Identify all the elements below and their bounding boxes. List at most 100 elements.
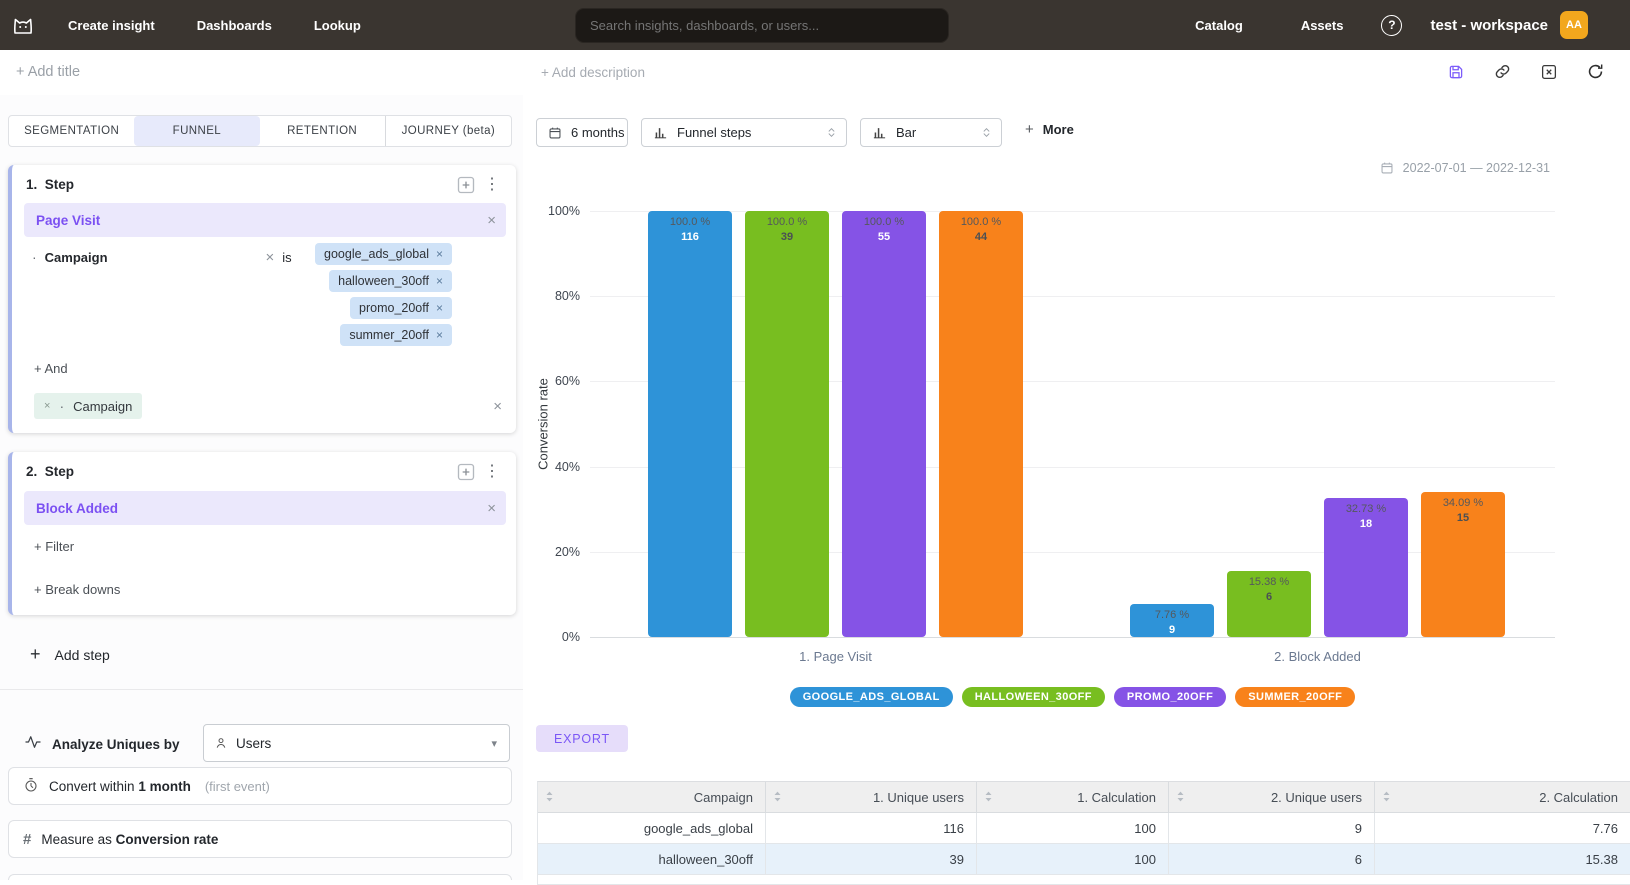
remove-breakdown-icon[interactable]: × — [44, 399, 51, 412]
add-filter-button[interactable]: + Filter — [34, 539, 75, 554]
filter-value-chip[interactable]: halloween_30off × — [329, 270, 452, 292]
tab-retention[interactable]: RETENTION — [287, 125, 358, 137]
legend-item-summer_20off[interactable]: SUMMER_20OFF — [1235, 687, 1356, 707]
select-chevrons-icon — [980, 126, 993, 139]
breakdown-chip[interactable]: × · Campaign — [34, 393, 143, 419]
sort-icon[interactable] — [545, 790, 554, 803]
date-range-button[interactable]: 6 months — [536, 118, 628, 147]
step-2-menu-icon[interactable]: ⋮ — [484, 463, 500, 480]
refresh-icon[interactable] — [1586, 62, 1605, 81]
bar-promo_20off-1[interactable]: 100.0 % 55 — [842, 211, 926, 637]
secondary-nav: Catalog Assets — [1195, 18, 1343, 33]
filter-value-chip[interactable]: google_ads_global × — [315, 243, 452, 265]
sort-icon[interactable] — [1382, 790, 1391, 803]
nav-item-create-insight[interactable]: Create insight — [68, 17, 155, 33]
nav-item-assets[interactable]: Assets — [1300, 17, 1344, 33]
table-row[interactable]: halloween_30off 39 100 6 15.38 — [538, 844, 1630, 875]
measure-as-setting[interactable]: # Measure as Conversion rate — [8, 820, 512, 858]
breakdown-row: × · Campaign × — [34, 393, 502, 419]
timer-icon — [23, 777, 39, 796]
convert-within-setting[interactable]: Convert within 1 month (first event) — [8, 767, 512, 805]
bar-summer_20off-2[interactable]: 34.09 % 15 — [1421, 492, 1505, 637]
close-box-icon[interactable] — [1540, 63, 1558, 81]
column-header-1-unique-users: 1. Unique users — [766, 782, 977, 812]
bar-halloween_30off-2[interactable]: 15.38 % 6 — [1227, 571, 1311, 637]
filter-property[interactable]: Campaign — [44, 249, 108, 265]
bar-promo_20off-2[interactable]: 32.73 % 18 — [1324, 498, 1408, 637]
funnel-bar-chart: Conversion rate 100% 80% 60% 40% 20% 0% 100.0 … — [523, 185, 1630, 725]
remove-breakdown-row-icon[interactable]: × — [493, 397, 502, 415]
remove-chip-icon[interactable]: × — [435, 274, 443, 288]
chart-type-select[interactable]: Bar — [860, 118, 1002, 147]
column-header-1-calculation: 1. Calculation — [977, 782, 1169, 812]
filter-value-chip[interactable]: summer_20off × — [340, 324, 452, 346]
column-header-2-calculation: 2. Calculation — [1375, 782, 1630, 812]
remove-filter-icon[interactable]: × — [265, 248, 275, 266]
nav-item-lookup[interactable]: Lookup — [313, 17, 361, 33]
table-cell: 116 — [766, 813, 977, 843]
add-step-button[interactable]: + Add step — [30, 644, 110, 664]
add-breakdowns-button[interactable]: + Break downs — [34, 582, 121, 597]
plus-icon: + — [1025, 121, 1034, 138]
nav-item-dashboards[interactable]: Dashboards — [196, 17, 272, 33]
share-link-icon[interactable] — [1493, 62, 1512, 81]
help-icon[interactable]: ? — [1381, 14, 1403, 36]
table-row[interactable]: google_ads_global 116 100 9 7.76 — [538, 813, 1630, 844]
add-title-button[interactable]: + Add title — [16, 64, 81, 80]
metric-select[interactable]: Funnel steps — [641, 118, 847, 147]
app-logo-cat-icon[interactable] — [10, 11, 36, 42]
sort-icon[interactable] — [773, 790, 782, 803]
table-cell: halloween_30off — [538, 844, 766, 874]
filter-operator[interactable]: is — [282, 249, 292, 265]
bar-count-label: 6 — [1265, 591, 1273, 603]
step-1-event-row[interactable]: Page Visit × — [24, 203, 506, 237]
workspace-name[interactable]: test - workspace — [1430, 16, 1548, 34]
remove-chip-icon[interactable]: × — [435, 328, 443, 342]
global-search[interactable] — [575, 8, 949, 43]
bar-count-label: 116 — [681, 231, 699, 243]
tab-journey-beta-[interactable]: JOURNEY (beta) — [384, 116, 511, 146]
remove-chip-icon[interactable]: × — [435, 301, 443, 315]
bar-data-label: 100.0 % 39 — [745, 216, 829, 243]
legend-item-google_ads_global[interactable]: GOOGLE_ADS_GLOBAL — [789, 687, 953, 707]
analyze-uniques-row: Analyze Uniques by — [24, 733, 180, 756]
more-button[interactable]: + More — [1025, 121, 1074, 138]
tab-funnel[interactable]: FUNNEL — [134, 116, 260, 146]
step-2-add-icon[interactable] — [456, 462, 476, 482]
sort-icon[interactable] — [984, 790, 993, 803]
search-input[interactable] — [576, 18, 948, 33]
measure-label: Measure as Conversion rate — [41, 831, 219, 847]
bar-google_ads_global-1[interactable]: 100.0 % 116 — [648, 211, 732, 637]
remove-event-icon[interactable]: × — [487, 499, 496, 517]
bar-summer_20off-1[interactable]: 100.0 % 44 — [939, 211, 1023, 637]
avatar[interactable]: AA — [1560, 11, 1588, 39]
x-axis-category-label: 2. Block Added — [1274, 649, 1361, 664]
insight-toolbar: + Add title + Add description — [0, 50, 1630, 95]
step-2-event-row[interactable]: Block Added × — [24, 491, 506, 525]
bar-chart-icon — [653, 125, 668, 140]
bar-halloween_30off-1[interactable]: 100.0 % 39 — [745, 211, 829, 637]
sort-icon[interactable] — [1176, 790, 1185, 803]
add-and-condition-button[interactable]: + And — [34, 361, 68, 376]
table-cell: 7.76 — [1375, 813, 1630, 843]
legend-item-halloween_30off[interactable]: HALLOWEEN_30OFF — [961, 687, 1105, 707]
remove-event-icon[interactable]: × — [487, 211, 496, 229]
analyze-entity-value: Users — [236, 735, 272, 751]
save-icon[interactable] — [1447, 63, 1465, 81]
bar-chart-icon — [872, 125, 887, 140]
step-1-add-icon[interactable] — [456, 175, 476, 195]
analyze-entity-select[interactable]: Users ▾ — [203, 724, 510, 762]
table-cell: 100 — [977, 813, 1169, 843]
add-description-button[interactable]: + Add description — [541, 65, 645, 80]
export-button[interactable]: EXPORT — [536, 725, 628, 752]
legend-item-promo_20off[interactable]: PROMO_20OFF — [1113, 687, 1227, 707]
step-1-menu-icon[interactable]: ⋮ — [484, 176, 500, 193]
filter-value-chip[interactable]: promo_20off × — [350, 297, 452, 319]
bar-percent-label: 100.0 % — [863, 216, 905, 228]
tab-segmentation[interactable]: SEGMENTATION — [24, 125, 120, 137]
filter-value-chips: google_ads_global × halloween_30off × promo_… — [315, 243, 452, 346]
remove-chip-icon[interactable]: × — [435, 247, 443, 261]
chart-legend: GOOGLE_ADS_GLOBAL HALLOWEEN_30OFF PROMO_20… — [590, 687, 1555, 707]
nav-item-catalog[interactable]: Catalog — [1195, 17, 1243, 33]
bar-google_ads_global-2[interactable]: 7.76 % 9 — [1130, 604, 1214, 637]
